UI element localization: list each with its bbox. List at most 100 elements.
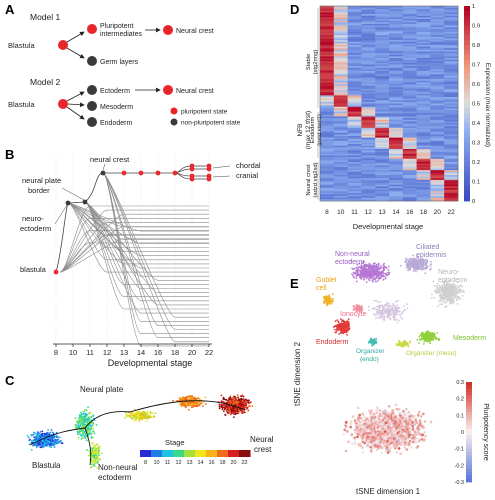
heatmap-cell — [375, 108, 390, 111]
heatmap-cell — [389, 9, 404, 12]
heatmap-cell — [389, 139, 404, 142]
heatmap-cell — [333, 137, 348, 140]
heatmap-cell — [430, 90, 445, 93]
embedding-point — [90, 436, 93, 439]
heatmap-cell — [320, 181, 335, 184]
embedding-point — [194, 401, 197, 403]
heatmap-cell — [347, 69, 362, 72]
heatmap-cell — [402, 114, 417, 117]
tsne-point — [457, 296, 459, 299]
embedding-point — [221, 408, 224, 411]
tsne-point — [433, 296, 435, 299]
heatmap-colorbar-tick: 0.3 — [472, 141, 480, 147]
heatmap-cell — [320, 118, 335, 121]
heatmap-cell — [375, 62, 390, 65]
heatmap-cell — [444, 49, 459, 52]
heatmap-cell — [389, 163, 404, 166]
heatmap-cell — [430, 157, 445, 160]
heatmap-cell — [333, 163, 348, 166]
heatmap-cell — [320, 77, 335, 80]
heatmap-cell — [361, 19, 376, 21]
tsne-point — [446, 291, 449, 294]
embedding-point — [82, 421, 84, 423]
heatmap-cell — [389, 36, 404, 39]
heatmap-cell — [347, 56, 362, 59]
model2-ectoderm-label: Ectoderm — [100, 88, 130, 95]
heatmap-cell — [333, 66, 348, 69]
tsne-point — [454, 292, 456, 294]
label-cranial: cranial — [236, 171, 258, 180]
heatmap-cell — [361, 64, 376, 67]
heatmap-cell — [430, 35, 445, 38]
embedding-point — [95, 424, 98, 426]
tsne-point — [416, 268, 419, 271]
heatmap-cell — [333, 181, 348, 184]
heatmap-cell — [444, 121, 459, 124]
heatmap-cell — [430, 101, 445, 104]
stage-colorbar-tick: 16 — [208, 460, 214, 466]
heatmap-cell — [361, 108, 376, 111]
heatmap-cell — [430, 108, 445, 111]
tsne-point — [443, 283, 446, 285]
heatmap-cell — [347, 165, 362, 168]
heatmap-cell — [402, 75, 417, 78]
tsne-point — [449, 287, 451, 289]
heatmap-cell — [347, 84, 362, 86]
embedding-point — [30, 441, 33, 444]
heatmap-cell — [375, 17, 390, 20]
heatmap-cell — [416, 142, 431, 145]
embedding-point — [45, 438, 48, 441]
heatmap-cell — [402, 131, 417, 134]
embedding-point — [84, 409, 86, 411]
heatmap-cell — [416, 93, 431, 96]
heatmap-cell — [402, 27, 417, 30]
heatmap-cell — [402, 32, 417, 34]
heatmap-cell — [347, 58, 362, 60]
heatmap-cell — [416, 188, 431, 190]
heatmap-cell — [416, 62, 431, 65]
heatmap-cell — [333, 98, 348, 101]
heatmap-cell — [416, 106, 431, 109]
heatmap-cell — [347, 136, 362, 138]
heatmap-cell — [402, 176, 417, 179]
heatmap-cell — [361, 35, 376, 38]
heatmap-cell — [347, 77, 362, 80]
heatmap-cell — [430, 119, 445, 122]
heatmap-cell — [416, 43, 431, 46]
embedding-point — [245, 402, 248, 404]
heatmap-cell — [430, 199, 445, 202]
heatmap-cell — [416, 27, 431, 30]
heatmap-cell — [430, 69, 445, 72]
tsne-point — [323, 296, 326, 299]
embedding-point — [84, 418, 87, 421]
heatmap-cell — [333, 176, 348, 179]
heatmap-cell — [430, 33, 445, 36]
tsne-point — [371, 271, 373, 274]
heatmap-cell — [389, 71, 404, 73]
embedding-point — [149, 414, 151, 417]
embedding-point — [236, 401, 239, 403]
heatmap-cell — [402, 38, 417, 41]
heatmap-cell — [375, 173, 390, 176]
heatmap-cell — [402, 69, 417, 72]
heatmap-cell — [361, 43, 376, 46]
stage-colorbar-swatch — [184, 450, 196, 457]
heatmap-cell — [333, 184, 348, 187]
heatmap-cell — [375, 20, 390, 23]
embedding-point — [59, 436, 61, 439]
tsne-point — [455, 288, 458, 291]
embedding-point — [80, 413, 83, 416]
tsne-point — [352, 275, 354, 277]
tsne-point — [360, 278, 363, 280]
tsne-point — [404, 261, 406, 263]
embedding-point — [189, 397, 192, 399]
heatmap-cell — [320, 113, 335, 116]
heatmap-cell — [333, 79, 348, 82]
heatmap-cell — [375, 88, 390, 91]
heatmap-x-tick: 13 — [378, 209, 386, 216]
tsne-point — [448, 280, 451, 282]
embedding-point — [229, 413, 232, 416]
heatmap-cell — [444, 179, 459, 182]
heatmap-cell — [402, 61, 417, 64]
heatmap-cell — [416, 155, 431, 158]
